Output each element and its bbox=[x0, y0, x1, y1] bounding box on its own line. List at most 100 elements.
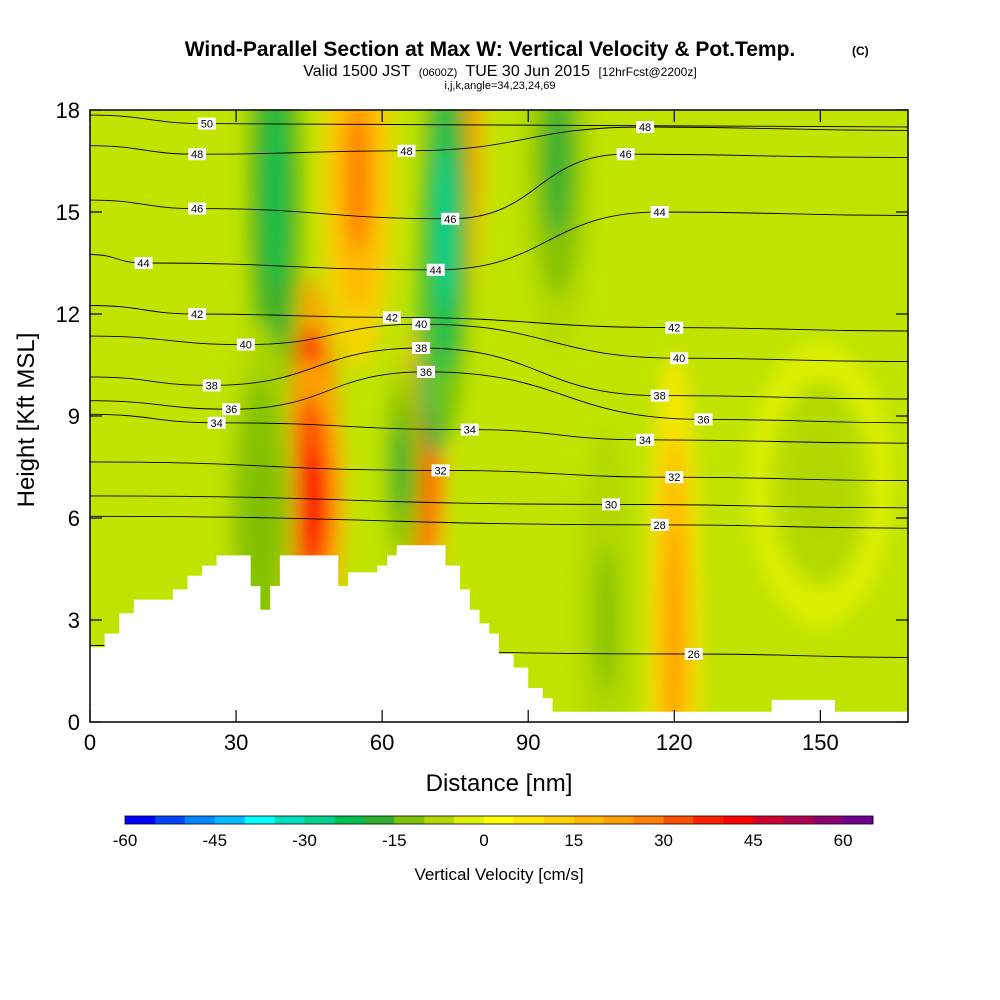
colorbar-bin bbox=[484, 816, 515, 824]
contour-label: 36 bbox=[225, 404, 237, 416]
contour-label: 48 bbox=[639, 122, 651, 134]
contour-label-bg bbox=[134, 257, 153, 269]
colorbar-bin bbox=[125, 816, 156, 824]
contour-label: 38 bbox=[206, 380, 218, 392]
theta-contour-line bbox=[90, 371, 908, 424]
contour-label-bg bbox=[636, 433, 655, 446]
chart-title-mark: (C) bbox=[852, 44, 869, 58]
contour-label-bg bbox=[636, 121, 655, 133]
contour-label: 36 bbox=[420, 367, 432, 379]
contour-label-bg bbox=[616, 148, 635, 161]
contour-label-bg bbox=[650, 518, 669, 531]
contour-label: 32 bbox=[434, 465, 446, 477]
colorbar-bin bbox=[244, 816, 275, 824]
colorbar-bin bbox=[543, 816, 575, 824]
colorbar-bin bbox=[843, 816, 874, 824]
contour-label-bg bbox=[416, 365, 435, 378]
chart-indices: i,j,k,angle=34,23,24,69 bbox=[444, 80, 555, 92]
colorbar-tick-label: -15 bbox=[382, 831, 407, 850]
x-tick-label: 150 bbox=[802, 730, 839, 755]
contour-label-bg bbox=[188, 148, 207, 161]
colorbar-bin bbox=[214, 816, 245, 824]
contour-label-bg bbox=[650, 389, 669, 402]
colorbar-tick-label: 45 bbox=[744, 831, 763, 850]
y-tick-label: 15 bbox=[56, 200, 80, 225]
y-tick-label: 6 bbox=[68, 506, 80, 531]
y-axis-label: Height [Kft MSL] bbox=[13, 333, 40, 508]
contour-label: 42 bbox=[668, 323, 680, 335]
colorbar-bin bbox=[394, 816, 425, 824]
colorbar-tick-label: -60 bbox=[113, 831, 138, 850]
contour-label: 44 bbox=[430, 265, 442, 277]
contour-label: 30 bbox=[605, 499, 617, 511]
theta-contour-line bbox=[90, 347, 908, 400]
colorbar-bin bbox=[334, 816, 365, 824]
contour-label: 28 bbox=[654, 520, 666, 532]
velocity-cell-core bbox=[545, 110, 570, 236]
theta-contour-line bbox=[90, 323, 908, 363]
velocity-cell-core bbox=[436, 146, 455, 312]
colorbar-bin bbox=[424, 816, 455, 824]
contour-label: 42 bbox=[191, 309, 203, 321]
velocity-field bbox=[223, 110, 894, 722]
contour-label-bg bbox=[441, 212, 460, 225]
colorbar-bin bbox=[603, 816, 634, 824]
subtitle-zulu: (0600Z) bbox=[419, 67, 458, 79]
colorbar-label: Vertical Velocity [cm/s] bbox=[414, 865, 583, 884]
x-tick-label: 120 bbox=[656, 730, 693, 755]
y-tick-label: 12 bbox=[56, 302, 80, 327]
colorbar-bin bbox=[663, 816, 694, 824]
colorbar-tick-label: -30 bbox=[292, 831, 317, 850]
colorbar-bin bbox=[154, 816, 186, 824]
contour-label-bg bbox=[188, 202, 207, 215]
chart-title: Wind-Parallel Section at Max W: Vertical… bbox=[185, 38, 796, 61]
contour-label: 34 bbox=[464, 425, 476, 437]
subtitle-date: TUE 30 Jun 2015 bbox=[465, 63, 590, 80]
contour-label-bg bbox=[650, 206, 669, 218]
velocity-cell-core bbox=[796, 427, 845, 541]
contour-label: 48 bbox=[400, 146, 412, 158]
contour-label: 48 bbox=[191, 149, 203, 161]
theta-contour-line bbox=[90, 461, 908, 482]
contour-label-bg bbox=[694, 413, 713, 426]
contour-label-bg bbox=[397, 144, 416, 157]
contour-label-bg bbox=[670, 352, 689, 365]
velocity-cell-core bbox=[296, 444, 322, 558]
y-tick-label: 9 bbox=[68, 404, 80, 429]
velocity-cell-core bbox=[596, 545, 616, 695]
contour-label-bg bbox=[202, 379, 221, 392]
x-axis-label: Distance [nm] bbox=[426, 770, 573, 797]
contour-label: 32 bbox=[668, 472, 680, 484]
contour-label: 38 bbox=[654, 391, 666, 403]
contour-label: 42 bbox=[386, 312, 398, 324]
colorbar-bin bbox=[693, 816, 724, 824]
contour-label: 38 bbox=[415, 343, 427, 355]
x-tick-label: 60 bbox=[370, 730, 394, 755]
colorbar-frame bbox=[124, 815, 874, 825]
contour-label-bg bbox=[665, 321, 684, 334]
contour-label: 46 bbox=[191, 204, 203, 216]
velocity-cell-core bbox=[345, 110, 370, 253]
colorbar-bin bbox=[454, 816, 485, 824]
contour-label-bg bbox=[601, 498, 620, 511]
contour-label-bg bbox=[188, 308, 207, 320]
y-tick-label: 3 bbox=[68, 608, 80, 633]
theta-contour-line bbox=[90, 495, 908, 509]
velocity-cell-core bbox=[665, 524, 684, 722]
y-tick-label: 18 bbox=[56, 98, 80, 123]
y-tick-label: 0 bbox=[68, 710, 80, 735]
contour-label: 46 bbox=[444, 214, 456, 226]
colorbar-bin bbox=[783, 816, 814, 824]
subtitle-fcst: [12hrFcst@2200z] bbox=[598, 65, 696, 79]
colorbar-tick-label: 15 bbox=[564, 831, 583, 850]
colorbar: -60 -45 -30 -15 0 15 30 45 60 bbox=[113, 815, 874, 850]
contour-label: 40 bbox=[240, 340, 252, 352]
colorbar-bin bbox=[813, 816, 844, 824]
x-tick-label: 90 bbox=[516, 730, 540, 755]
contour-label-bg bbox=[431, 464, 450, 477]
contour-label-bg bbox=[222, 403, 241, 416]
colorbar-tick-label: 0 bbox=[479, 831, 488, 850]
